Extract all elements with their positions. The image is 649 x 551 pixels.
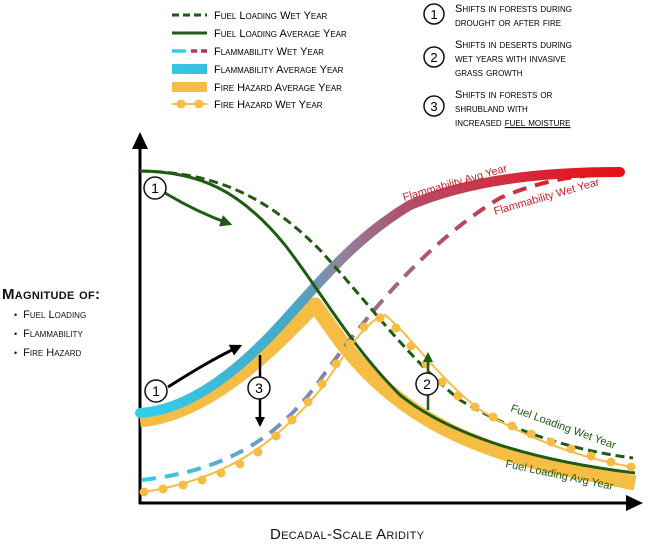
note-line: grass growth [455, 67, 523, 79]
marker-3: 3 [247, 355, 271, 427]
note-line: Shifts in forests or [455, 89, 553, 101]
marker-circle [247, 376, 271, 400]
marker-circle [144, 379, 168, 403]
legend-label: Fire Hazard Average Year [214, 82, 342, 94]
fuel-loading-wet-curve [139, 169, 634, 460]
note-line: Shifts in forests during [455, 3, 572, 15]
black-arrow-icon [167, 344, 243, 389]
axes [132, 132, 643, 511]
flammability-avg-curve [135, 167, 625, 418]
hazard-wet-point [526, 429, 536, 439]
hazard-wet-point [253, 447, 263, 457]
note-line: wet years with invasive [455, 53, 566, 65]
marker-1-top: 1 [143, 176, 233, 227]
note-number-circle [423, 46, 445, 68]
hazard-wet-point [375, 313, 385, 323]
fire-hazard-avg-band [139, 297, 637, 491]
y-axis-arrow [132, 132, 148, 149]
hazard-wet-point [317, 379, 327, 389]
hazard-wet-point [197, 475, 207, 485]
hazard-wet-point [453, 391, 463, 401]
fire-hazard-wet-points [139, 313, 636, 497]
hazard-wet-point [470, 402, 480, 412]
y-axis-item: Fuel Loading [14, 306, 86, 325]
hazard-wet-point [406, 341, 416, 351]
hazard-wet-point [566, 444, 576, 454]
hazard-wet-point [345, 339, 355, 349]
note-number-circle [423, 3, 445, 25]
marker-number: 2 [423, 376, 431, 392]
marker-circle [415, 372, 439, 396]
legend: Fuel Loading Wet Year Fuel Loading Avera… [172, 10, 347, 111]
hazard-wet-point [158, 484, 168, 494]
note-number: 3 [430, 99, 437, 114]
hazard-wet-point [359, 322, 369, 332]
marker-number: 1 [151, 180, 159, 196]
legend-label: Fuel Loading Average Year [214, 28, 347, 40]
note-line: drought or after fire [455, 17, 561, 29]
x-axis-arrow [626, 495, 643, 511]
hazard-wet-point [391, 323, 401, 333]
legend-label: Flammability Wet Year [214, 46, 324, 58]
green-arrow-icon [164, 191, 233, 227]
notes: 1 Shifts in forests during drought or af… [423, 3, 572, 129]
marker-1-bottom: 1 [144, 344, 243, 403]
hazard-wet-point [606, 457, 616, 467]
hazard-wet-point [488, 412, 498, 422]
hazard-wet-point [437, 377, 447, 387]
hazard-wet-point [178, 480, 188, 490]
legend-swatch-hazard-avg [172, 82, 207, 92]
legend-label: Fuel Loading Wet Year [214, 10, 328, 22]
y-axis-title: Magnitude of: [2, 286, 101, 303]
legend-swatch-flam-avg [172, 64, 207, 74]
hazard-wet-point [626, 462, 636, 472]
note-line: Shifts in deserts during [455, 39, 572, 51]
legend-label: Fire Hazard Wet Year [214, 99, 323, 111]
marker-number: 1 [152, 383, 160, 399]
hazard-wet-point [507, 421, 517, 431]
hazard-wet-point [586, 451, 596, 461]
fuel-loading-avg-curve [139, 169, 636, 475]
hazard-wet-point [139, 487, 149, 497]
legend-label: Flammability Average Year [214, 64, 344, 76]
hazard-wet-point [287, 415, 297, 425]
note-number-circle [423, 95, 445, 117]
legend-swatch-hazard-wet [172, 99, 207, 109]
note-line-last: increased fuel moisture [455, 117, 570, 129]
flammability-wet-curve [141, 174, 586, 482]
y-axis-item: Fire Hazard [14, 344, 86, 363]
hazard-wet-point [271, 431, 281, 441]
hazard-wet-point [235, 459, 245, 469]
marker-circle [143, 176, 167, 200]
hazard-wet-point [216, 468, 226, 478]
note-line: increased [455, 117, 505, 129]
y-axis-items: Fuel Loading Flammability Fire Hazard [14, 306, 86, 363]
x-axis-title: Decadal-Scale Aridity [270, 526, 425, 543]
hazard-wet-point [331, 359, 341, 369]
note-number: 2 [430, 50, 437, 65]
note-number: 1 [430, 7, 437, 22]
hazard-wet-point [303, 397, 313, 407]
note-underlined: fuel moisture [505, 117, 571, 129]
marker-number: 3 [255, 380, 263, 396]
y-axis-item: Flammability [14, 325, 86, 344]
note-line: shrubland with [455, 103, 528, 115]
hazard-wet-point [546, 437, 556, 447]
marker-2: 2 [415, 352, 439, 410]
